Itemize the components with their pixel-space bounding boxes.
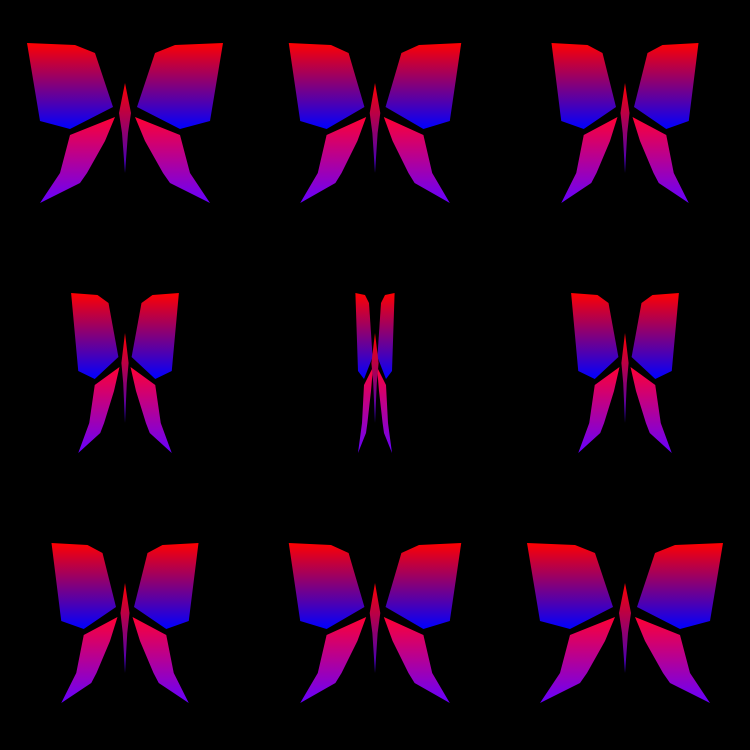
upper-wing-right: [637, 543, 723, 629]
butterfly-top-right: [551, 43, 699, 203]
lower-wing-left: [578, 367, 620, 453]
upper-wing-left: [288, 543, 365, 629]
lower-wing-right: [130, 367, 172, 453]
lower-wing-right: [635, 617, 710, 703]
butterfly-body: [369, 583, 381, 673]
lower-wing-left: [300, 617, 367, 703]
butterfly-top-center: [288, 43, 462, 203]
butterfly-middle-right: [571, 293, 679, 453]
lower-wing-right: [630, 367, 672, 453]
upper-wing-right: [137, 43, 223, 129]
upper-wing-left: [355, 293, 373, 379]
upper-wing-left: [527, 543, 613, 629]
butterfly-body: [620, 83, 630, 173]
upper-wing-left: [551, 43, 616, 129]
upper-wing-left: [71, 293, 119, 379]
upper-wing-left: [27, 43, 113, 129]
butterfly-body: [121, 333, 129, 423]
lower-wing-left: [300, 117, 367, 203]
upper-wing-left: [51, 543, 116, 629]
upper-wing-right: [134, 543, 199, 629]
butterfly-bottom-left: [51, 543, 199, 703]
butterfly-bottom-center: [288, 543, 462, 703]
butterfly-body: [371, 333, 379, 423]
upper-wing-left: [571, 293, 619, 379]
upper-wing-left: [288, 43, 365, 129]
lower-wing-left: [78, 367, 120, 453]
upper-wing-right: [631, 293, 679, 379]
lower-wing-right: [135, 117, 210, 203]
upper-wing-right: [131, 293, 179, 379]
lower-wing-left: [61, 617, 118, 703]
upper-wing-right: [634, 43, 699, 129]
upper-wing-right: [385, 43, 462, 129]
lower-wing-right: [383, 617, 450, 703]
lower-wing-left: [358, 367, 373, 453]
lower-wing-right: [383, 117, 450, 203]
upper-wing-right: [385, 543, 462, 629]
lower-wing-left: [561, 117, 618, 203]
upper-wing-right: [377, 293, 395, 379]
butterfly-bottom-right: [527, 543, 723, 703]
butterfly-body: [369, 83, 381, 173]
butterfly-middle-center: [355, 293, 395, 453]
lower-wing-left: [540, 617, 615, 703]
lower-wing-right: [632, 117, 689, 203]
butterfly-body: [120, 583, 130, 673]
lower-wing-right: [132, 617, 189, 703]
butterfly-middle-left: [71, 293, 179, 453]
butterfly-body: [621, 333, 629, 423]
butterfly-body: [619, 583, 631, 673]
lower-wing-right: [377, 367, 392, 453]
butterfly-body: [119, 83, 131, 173]
butterfly-top-left: [27, 43, 223, 203]
lower-wing-left: [40, 117, 115, 203]
